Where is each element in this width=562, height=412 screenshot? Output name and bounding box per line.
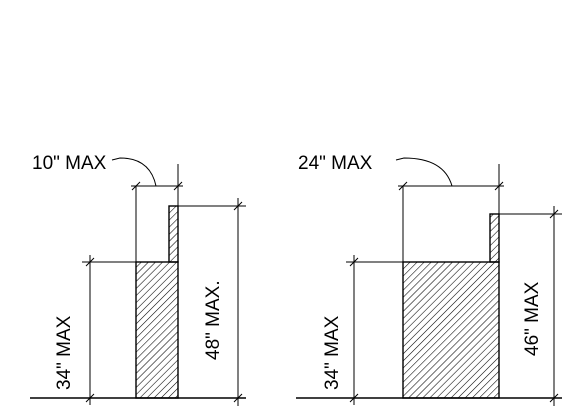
left-diagram: 10" MAX 34" MAX 48" MAX. bbox=[30, 153, 246, 406]
depth-label: 24" MAX bbox=[298, 153, 373, 174]
dimension-tick bbox=[233, 393, 243, 403]
wall-section bbox=[168, 205, 179, 263]
depth-leader bbox=[111, 157, 157, 187]
depth-leader bbox=[395, 157, 453, 187]
counter-obstruction bbox=[135, 261, 179, 399]
dimension-tick bbox=[85, 393, 95, 403]
low-height-label: 34" MAX bbox=[54, 315, 75, 390]
dimension-tick bbox=[233, 201, 243, 211]
dimension-tick bbox=[349, 257, 359, 267]
depth-tick bbox=[398, 181, 408, 191]
right-diagram: 24" MAX 34" MAX 46" MAX bbox=[296, 153, 562, 406]
dimension-tick bbox=[549, 393, 559, 403]
depth-tick bbox=[173, 181, 183, 191]
depth-label: 10" MAX bbox=[32, 153, 107, 174]
dimension-tick bbox=[549, 209, 559, 219]
high-height-label: 46" MAX bbox=[522, 281, 543, 356]
high-height-label: 48" MAX. bbox=[203, 280, 224, 360]
wall-section bbox=[489, 213, 500, 263]
depth-tick bbox=[131, 181, 141, 191]
dimension-tick bbox=[85, 257, 95, 267]
counter-obstruction bbox=[402, 261, 500, 399]
dimension-tick bbox=[349, 393, 359, 403]
depth-tick bbox=[494, 181, 504, 191]
low-height-label: 34" MAX bbox=[322, 315, 343, 390]
